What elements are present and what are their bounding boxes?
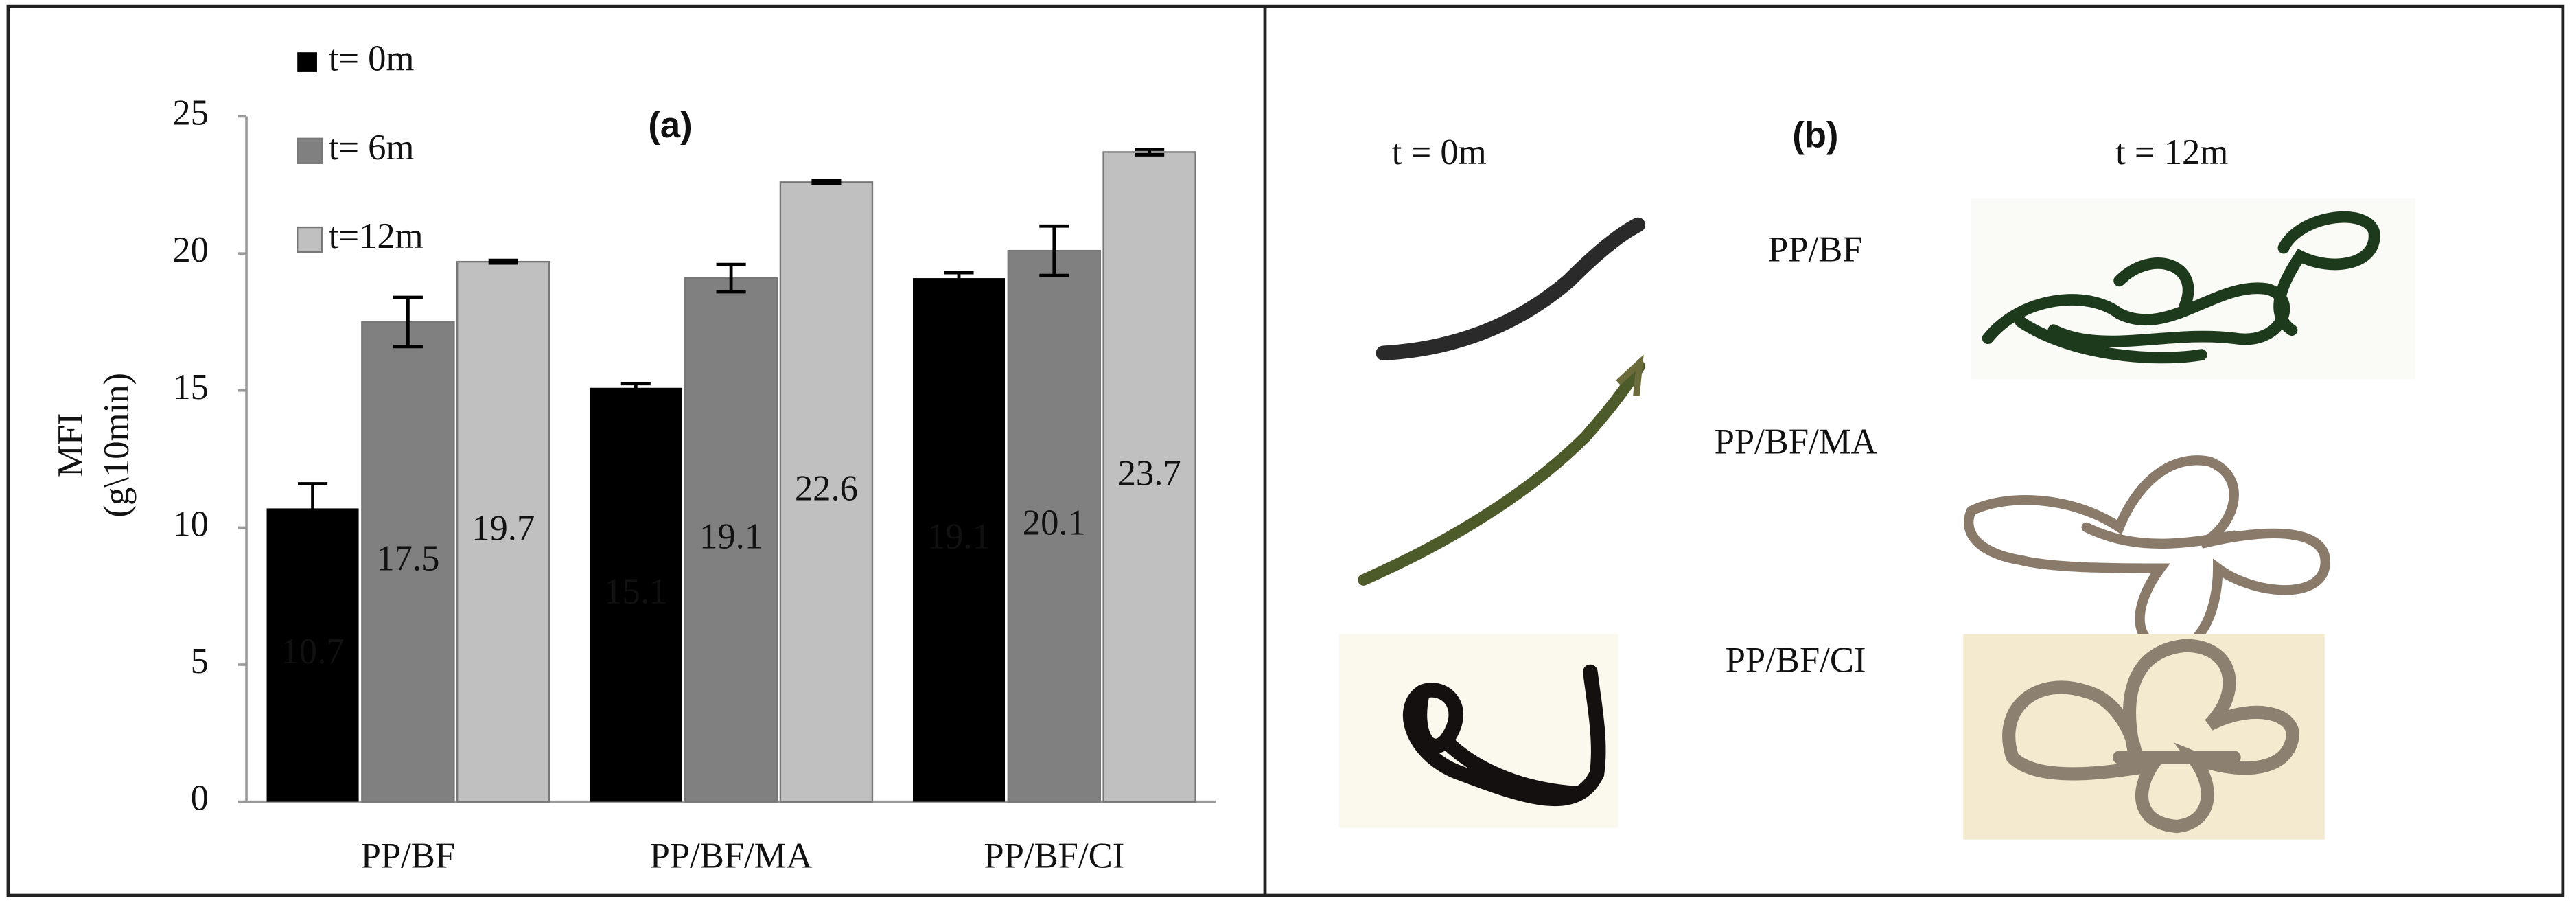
y-axis-label: MFI [51, 413, 91, 477]
photo [1358, 354, 1646, 586]
row-label: PP/BF [1768, 229, 1863, 269]
bar [456, 260, 550, 803]
error-bar [393, 295, 423, 349]
photo [1376, 217, 1646, 360]
bar [266, 508, 359, 802]
error-bar [1039, 224, 1069, 277]
legend-label: t= 6m [329, 128, 415, 168]
error-bar [716, 262, 746, 294]
y-tick-label: 15 [172, 367, 209, 407]
value-label: 23.7 [1118, 454, 1181, 494]
value-label: 19.1 [927, 516, 990, 556]
error-bar [298, 482, 328, 535]
x-tick-label: PP/BF/CI [984, 836, 1124, 875]
x-tick-label: PP/BF/MA [650, 836, 813, 875]
column-header: t = 12m [2115, 133, 2228, 172]
y-tick-label: 0 [191, 779, 209, 818]
legend-label: t= 0m [329, 39, 415, 79]
legend-swatch [297, 226, 323, 253]
y-tick-label: 20 [172, 230, 209, 270]
y-axis-label: (g\10min) [97, 373, 137, 518]
x-tick-label: PP/BF [361, 836, 456, 875]
legend-swatch [297, 137, 323, 164]
value-label: 19.7 [472, 508, 535, 548]
value-label: 20.1 [1023, 503, 1086, 542]
y-tick-label: 25 [172, 93, 209, 133]
row-label: PP/BF/MA [1715, 422, 1877, 461]
photo [1963, 634, 2325, 840]
row-label: PP/BF/CI [1726, 641, 1866, 680]
bar [1102, 151, 1196, 803]
value-label: 10.7 [281, 632, 344, 672]
chart-title: (a) [648, 105, 692, 146]
bar [779, 181, 874, 803]
bar [912, 278, 1006, 802]
value-label: 19.1 [699, 516, 763, 556]
value-label: 15.1 [604, 571, 667, 611]
photo [1964, 455, 2330, 656]
value-label: 17.5 [376, 538, 439, 578]
bar [361, 321, 455, 803]
photo [1971, 198, 2415, 380]
bar [684, 277, 778, 803]
y-tick-label: 5 [191, 641, 209, 681]
error-bar [811, 179, 842, 185]
y-tick-label: 10 [172, 504, 209, 544]
legend-label: t=12m [329, 216, 423, 256]
value-label: 22.6 [795, 469, 858, 509]
error-bar [1135, 148, 1165, 157]
photo [1338, 634, 1618, 828]
column-header: t = 0m [1392, 133, 1487, 172]
error-bar [944, 271, 974, 286]
error-bar [620, 382, 651, 394]
legend-swatch [297, 52, 317, 72]
panel-title: (b) [1792, 115, 1838, 156]
error-bar [488, 258, 518, 265]
bar [590, 387, 682, 802]
bar [1007, 249, 1102, 803]
